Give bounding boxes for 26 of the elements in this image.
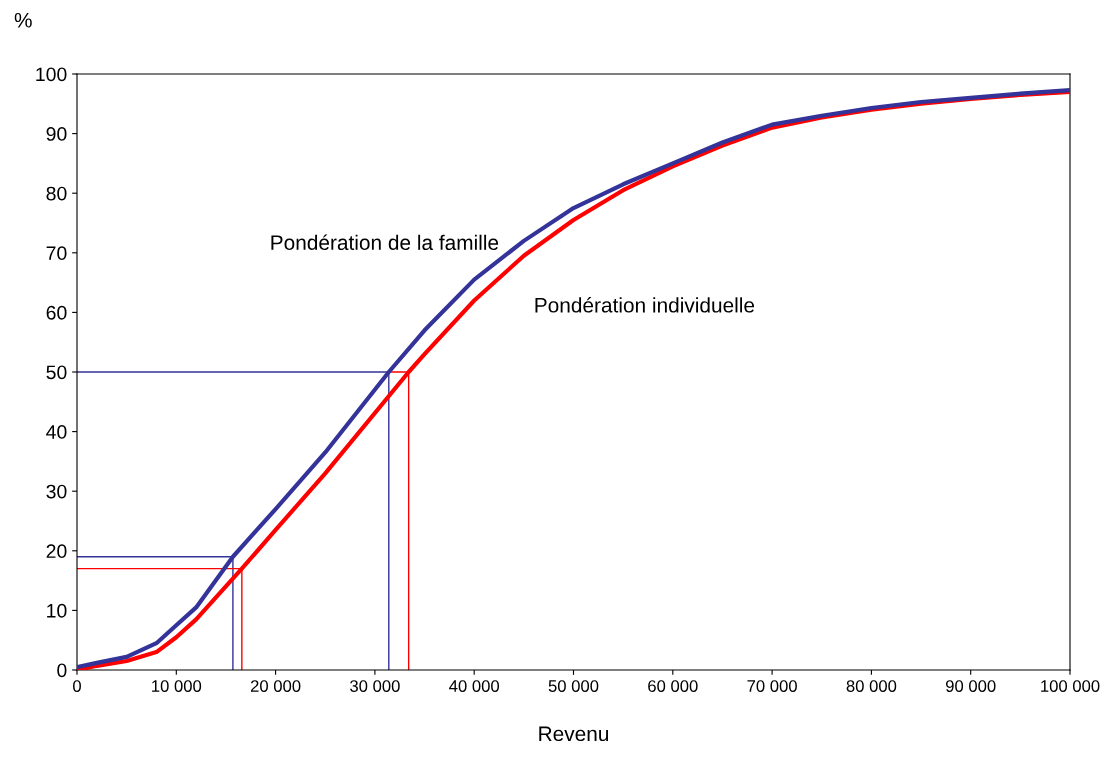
y-tick-label: 10 — [47, 603, 67, 618]
y-tick-label: 40 — [46, 425, 67, 439]
x-axis-title: Revenu — [539, 726, 609, 742]
x-tick-label: 80 000 — [846, 680, 897, 692]
series-label: Pondération individuelle — [535, 297, 755, 313]
y-axis-title: % — [14, 12, 32, 28]
x-tick-label: 40 000 — [449, 680, 500, 692]
x-tick-label: 90 000 — [946, 680, 996, 692]
x-tick-label: 30 000 — [350, 680, 400, 692]
y-tick-label: 20 — [46, 544, 67, 559]
x-tick-label: 0 — [73, 680, 81, 692]
y-tick-label: 60 — [46, 305, 67, 320]
x-tick-label: 20 000 — [250, 680, 301, 692]
x-tick-label: 60 000 — [648, 680, 698, 692]
y-tick-label: 80 — [46, 186, 67, 201]
x-tick-label: 10 000 — [152, 680, 202, 692]
series-label: Pondération de la famille — [271, 234, 499, 251]
y-tick-label: 70 — [46, 246, 67, 261]
y-tick-label: 0 — [57, 663, 67, 678]
x-tick-label: 100 000 — [1041, 680, 1100, 692]
y-tick-label: 50 — [46, 365, 67, 380]
y-tick-label: 90 — [46, 127, 67, 141]
x-tick-label: 70 000 — [747, 680, 797, 692]
y-tick-label: 100 — [36, 67, 67, 82]
x-tick-label: 50 000 — [548, 680, 599, 692]
y-tick-label: 30 — [46, 484, 67, 499]
